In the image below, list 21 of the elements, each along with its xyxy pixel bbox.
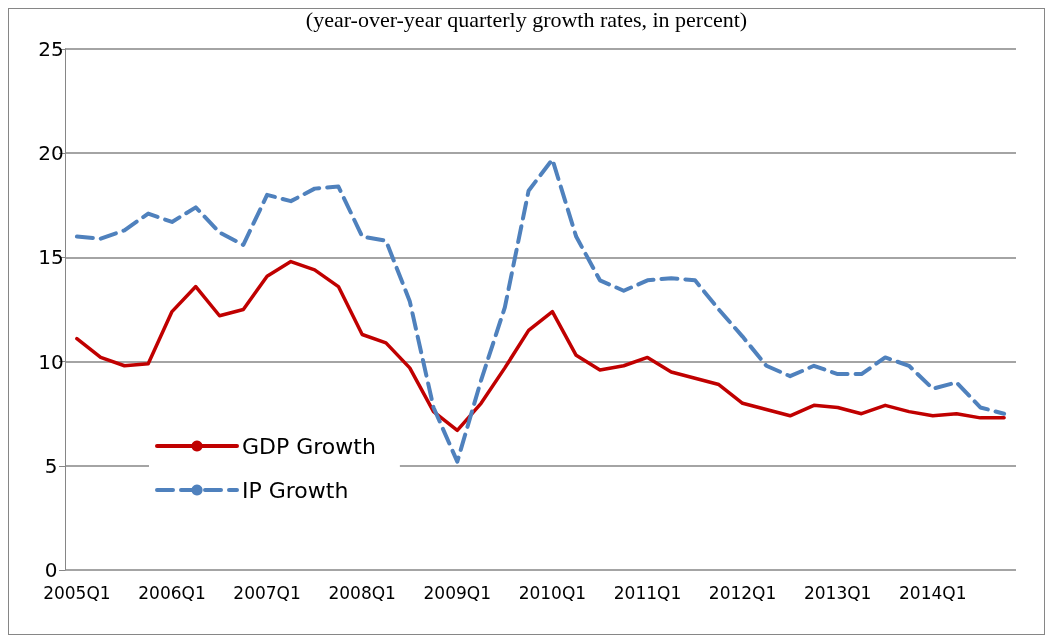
x-tick-label: 2012Q1	[708, 582, 777, 603]
x-tick-label: 2011Q1	[613, 582, 682, 603]
x-tick-label: 2010Q1	[518, 582, 587, 603]
x-tick-label: 2009Q1	[423, 582, 492, 603]
y-tick-label: 20	[38, 141, 64, 166]
x-tick-label: 2013Q1	[803, 582, 872, 603]
x-tick-label: 2006Q1	[138, 582, 206, 603]
x-tick-label: 2014Q1	[899, 582, 967, 603]
x-tick-label: 2007Q1	[233, 582, 301, 603]
y-tick-label: 10	[38, 349, 64, 374]
line-series	[74, 157, 1007, 464]
legend-label: IP Growth	[242, 477, 349, 503]
legend-label: GDP Growth	[242, 433, 376, 459]
y-tick-label: 5	[44, 453, 58, 478]
y-tick-label: 15	[38, 245, 64, 270]
chart-title: (year-over-year quarterly growth rates, in percent)	[305, 6, 748, 32]
y-tick-label: 25	[38, 37, 64, 61]
line-series	[75, 259, 1006, 433]
x-tick-label: 2008Q1	[328, 582, 396, 603]
x-tick-label: 2005Q1	[43, 582, 111, 603]
y-tick-label: 0	[44, 558, 58, 582]
